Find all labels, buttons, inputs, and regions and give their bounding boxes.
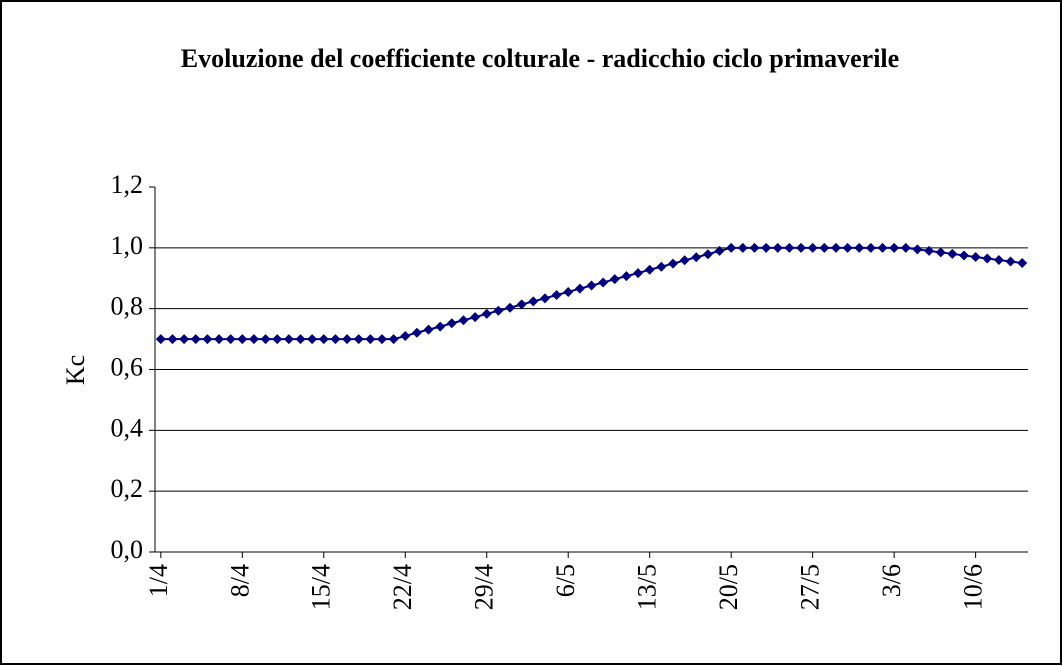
marker <box>307 334 318 345</box>
marker <box>365 334 376 345</box>
marker <box>376 334 387 345</box>
marker <box>796 242 807 253</box>
marker <box>702 249 713 260</box>
marker <box>423 324 434 335</box>
marker <box>854 242 865 253</box>
marker <box>667 258 678 269</box>
x-tick-label: 3/6 <box>877 564 906 597</box>
y-tick-label: 0,2 <box>111 474 144 503</box>
marker <box>481 308 492 319</box>
marker <box>190 334 201 345</box>
y-tick-label: 0,8 <box>111 292 144 321</box>
marker <box>819 242 830 253</box>
marker <box>807 242 818 253</box>
marker <box>411 327 422 338</box>
marker <box>563 286 574 297</box>
marker <box>609 274 620 285</box>
marker <box>493 305 504 316</box>
marker <box>470 312 481 323</box>
marker <box>633 268 644 279</box>
y-tick-label: 0,6 <box>111 352 144 381</box>
marker <box>458 315 469 326</box>
marker <box>691 252 702 263</box>
marker <box>516 299 527 310</box>
marker <box>993 255 1004 265</box>
marker <box>260 334 271 345</box>
marker <box>202 334 213 345</box>
marker <box>784 242 795 253</box>
marker <box>714 245 725 256</box>
y-tick-label: 1,2 <box>111 170 144 199</box>
marker <box>912 244 923 255</box>
marker <box>539 293 550 304</box>
marker <box>179 334 190 345</box>
x-tick-label: 20/5 <box>714 564 743 610</box>
marker <box>400 331 411 342</box>
x-tick-label: 22/4 <box>388 564 417 610</box>
marker <box>830 242 841 253</box>
marker <box>225 334 236 345</box>
marker <box>342 334 353 345</box>
marker <box>237 334 248 345</box>
x-tick-label: 13/5 <box>633 564 662 610</box>
marker <box>749 242 760 253</box>
marker <box>598 277 609 288</box>
marker <box>551 289 562 300</box>
marker <box>155 334 166 345</box>
y-tick-label: 1,0 <box>111 231 144 260</box>
marker <box>330 334 341 345</box>
marker <box>505 302 516 313</box>
marker <box>970 251 981 262</box>
x-tick-label: 29/4 <box>470 564 499 610</box>
marker <box>214 334 225 345</box>
x-tick-label: 15/4 <box>307 564 336 610</box>
marker <box>958 250 969 261</box>
marker <box>1005 256 1016 267</box>
marker <box>283 334 294 345</box>
marker <box>621 271 632 282</box>
marker <box>726 242 737 253</box>
marker <box>761 242 772 253</box>
x-tick-label: 1/4 <box>144 564 173 597</box>
marker <box>1017 258 1028 269</box>
y-tick-label: 0,0 <box>111 535 144 564</box>
x-tick-label: 8/4 <box>225 564 254 597</box>
marker <box>889 242 900 253</box>
marker <box>388 334 399 345</box>
marker <box>737 242 748 253</box>
marker <box>679 255 690 266</box>
marker <box>644 264 655 275</box>
x-tick-label: 27/5 <box>796 564 825 610</box>
chart-title: Evoluzione del coefficiente colturale - … <box>180 44 900 73</box>
marker <box>935 247 946 258</box>
marker <box>272 334 283 345</box>
y-axis-label: Kc <box>61 355 90 385</box>
marker <box>353 334 364 345</box>
x-tick-label: 10/6 <box>959 564 988 610</box>
marker <box>446 318 457 329</box>
marker <box>318 334 329 345</box>
y-tick-label: 0,4 <box>111 413 144 442</box>
marker <box>586 280 597 291</box>
marker <box>842 242 853 253</box>
marker <box>877 242 888 253</box>
marker <box>574 283 585 294</box>
marker <box>435 321 446 332</box>
x-tick-label: 6/5 <box>551 564 580 597</box>
marker <box>900 242 911 253</box>
marker <box>865 242 876 253</box>
marker <box>947 248 958 259</box>
marker <box>656 261 667 272</box>
marker <box>295 334 306 345</box>
marker <box>982 253 993 264</box>
marker <box>167 334 178 345</box>
marker <box>772 242 783 253</box>
marker <box>248 334 259 345</box>
marker <box>528 296 539 307</box>
marker <box>924 245 935 256</box>
